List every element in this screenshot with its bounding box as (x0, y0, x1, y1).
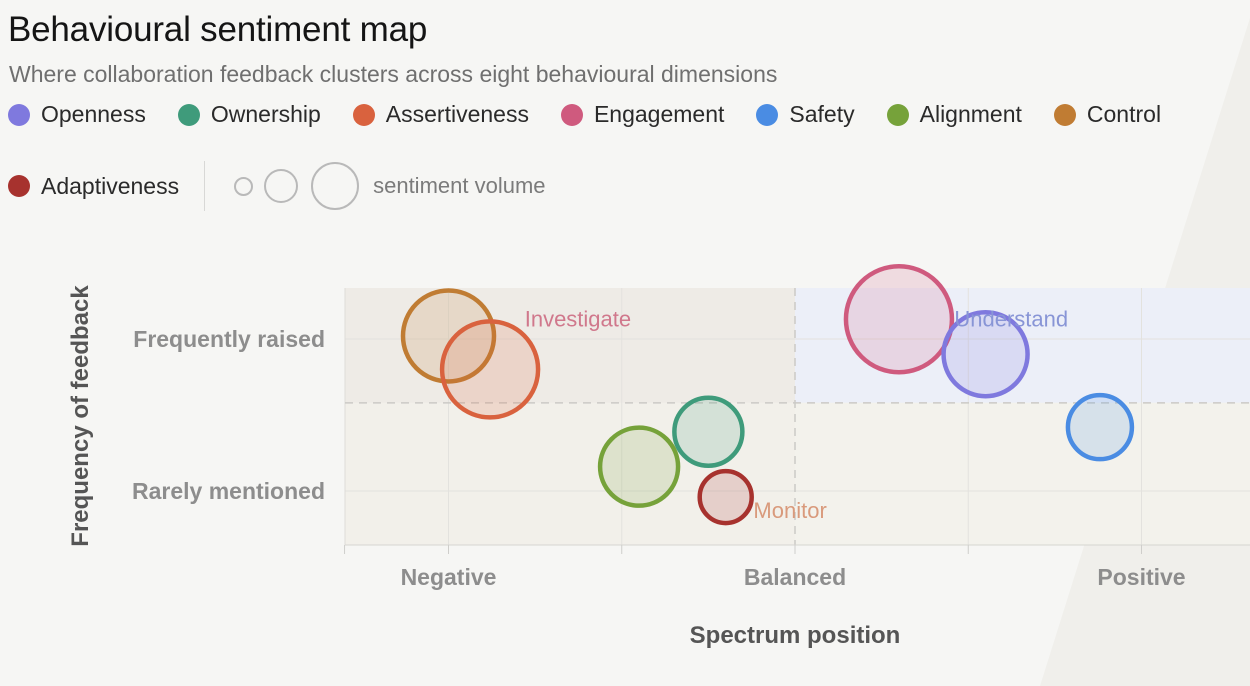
legend-swatch (177, 103, 200, 126)
size-legend-large-circle (311, 162, 360, 210)
legend-label: Assertiveness (385, 101, 529, 127)
legend-item-safety[interactable]: Safety (756, 101, 855, 128)
x-axis-title: Spectrum position (690, 622, 901, 649)
size-legend-label: sentiment volume (373, 173, 546, 198)
page-subtitle: Where collaboration feedback clusters ac… (9, 61, 778, 87)
legend-label: Alignment (919, 101, 1022, 127)
quadrant-label-understand: Understand (954, 307, 1068, 332)
legend-item-alignment[interactable]: Alignment (886, 101, 1022, 128)
legend-item-openness[interactable]: Openness (8, 101, 146, 128)
legend-swatch (1053, 103, 1076, 126)
legend-label: Ownership (210, 101, 321, 127)
legend-swatch (560, 103, 583, 126)
bubble-circle (439, 319, 541, 420)
quadrant-investigate-bg (345, 288, 795, 403)
quadrant-understand-bg (795, 288, 1250, 403)
legend-label: Control (1086, 101, 1162, 127)
x-tick-label: Balanced (744, 564, 846, 590)
legend-row-2: Adaptiveness sentiment volume (8, 160, 546, 212)
bubble-adaptiveness (697, 468, 754, 526)
legend-swatch (756, 103, 779, 126)
bubble-engagement (843, 263, 955, 375)
legend-swatch (886, 103, 909, 126)
bubble-assertiveness (439, 319, 541, 420)
legend-row-1: Openness Ownership Assertiveness Engagem… (8, 101, 1161, 128)
bubble-control (400, 288, 497, 384)
legend-swatch (8, 103, 30, 126)
legend-label: Openness (41, 101, 146, 127)
legend-swatch (8, 175, 30, 197)
page-title: Behavioural sentiment map (8, 10, 428, 49)
x-tick-label: Negative (401, 564, 497, 590)
legend-item-assertiveness[interactable]: Assertiveness (352, 101, 529, 128)
y-axis-title: Frequency of feedback (67, 285, 94, 547)
y-tick-label: Frequently raised (133, 326, 325, 352)
legend-divider (204, 161, 206, 211)
bubble-safety (1065, 392, 1135, 462)
legend-item-control[interactable]: Control (1053, 101, 1162, 128)
size-legend-small-circle (234, 176, 254, 196)
bubble-circle (1065, 392, 1135, 462)
quadrant-label-monitor: Monitor (753, 498, 826, 523)
legend-label: Adaptiveness (41, 172, 180, 199)
bubble-circle (400, 288, 497, 384)
quadrant-label-investigate: Investigate (525, 307, 631, 332)
quadrant-bottom-right-bg (795, 402, 1250, 545)
bubble-circle (672, 395, 745, 468)
legend-label: Engagement (593, 101, 725, 127)
legend-label: Safety (789, 101, 855, 127)
legend-swatch (352, 103, 375, 126)
x-tick-label: Positive (1097, 564, 1185, 590)
bubble-circle (597, 425, 681, 508)
size-legend-medium-circle (264, 169, 299, 203)
legend-item-adaptiveness[interactable]: Adaptiveness (8, 173, 179, 200)
legend-item-engagement[interactable]: Engagement (560, 101, 725, 128)
bubble-ownership (672, 395, 745, 468)
legend-item-ownership[interactable]: Ownership (177, 101, 321, 128)
bubble-circle (697, 468, 754, 526)
size-legend: sentiment volume (234, 162, 546, 210)
bubble-alignment (597, 425, 681, 508)
bubble-openness (941, 309, 1030, 399)
y-tick-label: Rarely mentioned (132, 478, 325, 504)
bubble-circle (941, 309, 1030, 399)
bubble-circle (843, 263, 955, 375)
